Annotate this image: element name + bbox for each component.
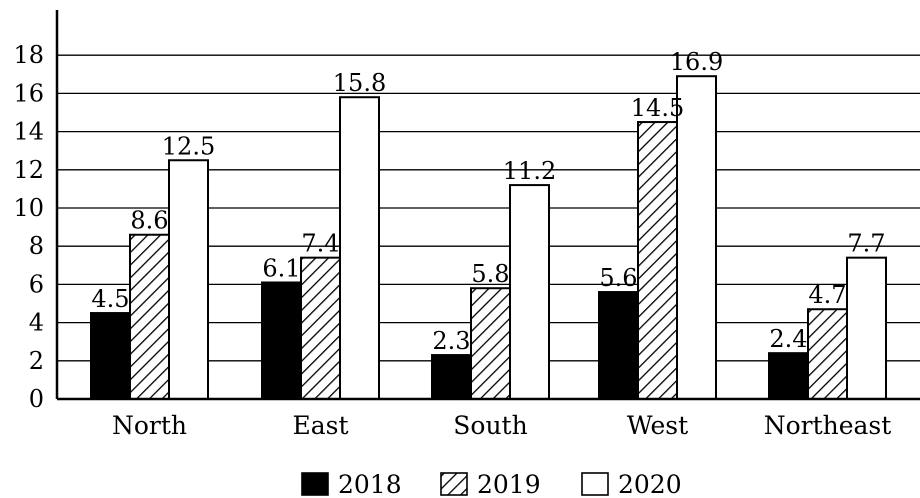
y-axis-ticks: 0 2 4 6 8 10 12 14 16 18 [13,41,44,413]
y-tick-label: 14 [13,118,44,146]
bar-2019-east [300,256,341,400]
bar-2019-south [470,287,511,400]
bar-2018-east [261,281,302,400]
bar-2019-northeast [807,308,848,401]
bar-2018-north [90,312,131,400]
legend-swatch-2019 [440,472,468,496]
bar-2019-north [129,233,170,400]
y-tick-label: 0 [29,385,44,413]
category-label: Northeast [764,411,892,440]
data-label: 15.8 [333,69,386,97]
bar-2020-northeast [846,256,887,400]
legend-label-2020: 2020 [618,470,682,498]
data-label: 2.3 [432,327,470,355]
bar-2020-east [339,96,380,400]
y-tick-label: 6 [29,270,44,298]
bar-2020-north [168,159,209,400]
y-tick-label: 16 [13,79,44,107]
axes [55,10,920,401]
legend-label-2018: 2018 [338,470,402,498]
data-label: 5.8 [471,260,509,288]
data-label: 6.1 [262,254,300,282]
legend-label-2019: 2019 [477,470,541,498]
bar-2018-northeast [768,352,809,401]
y-tick-label: 10 [13,194,44,222]
legend-swatch-2020 [581,472,609,496]
category-label: West [627,411,688,440]
bars [90,75,887,401]
data-label: 16.9 [670,48,723,76]
bar-2018-west [598,291,639,401]
bar-2018-south [431,354,472,401]
y-tick-label: 12 [13,156,44,184]
data-label: 7.4 [301,230,339,258]
data-label: 4.7 [808,281,846,309]
y-tick-label: 18 [13,41,44,69]
legend: 2018 2019 2020 [301,470,682,498]
data-label: 11.2 [503,157,556,185]
bar-2020-south [509,184,550,400]
y-tick-label: 2 [29,347,44,375]
category-label: North [112,411,187,440]
data-labels: 4.5 6.1 2.3 5.6 2.4 8.6 7.4 5.8 14.5 4.7 12.5 15.8 1… [91,48,885,355]
data-label: 12.5 [162,132,215,160]
data-label: 7.7 [847,230,885,258]
category-label: East [292,411,348,440]
y-tick-label: 8 [29,232,44,260]
bar-2019-west [637,121,678,401]
category-labels: North East South West Northeast [112,411,891,440]
legend-swatch-2018 [301,472,329,496]
category-label: South [453,411,527,440]
data-label: 2.4 [769,325,807,353]
bar-2020-west [676,75,717,401]
data-label: 5.6 [599,264,637,292]
y-tick-label: 4 [29,309,44,337]
data-label: 4.5 [91,285,129,313]
data-label: 8.6 [130,207,168,235]
data-label: 14.5 [631,94,684,122]
